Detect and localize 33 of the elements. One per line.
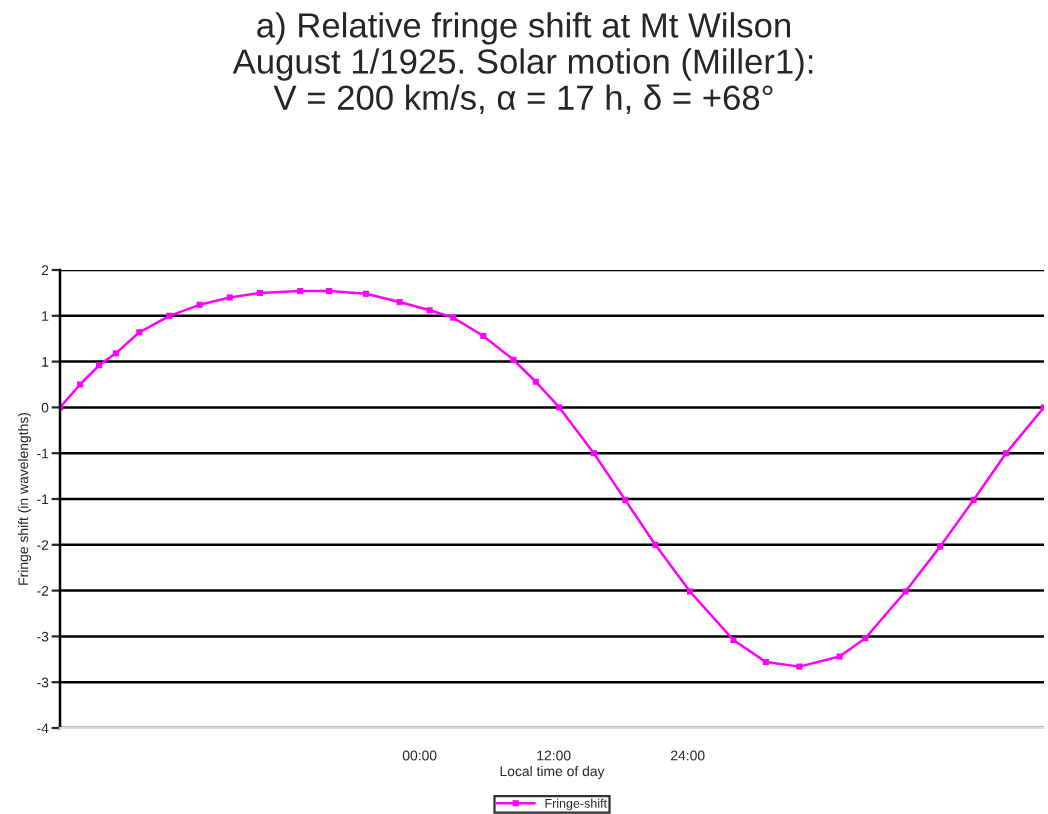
point — [166, 312, 173, 319]
point — [297, 288, 304, 295]
point — [796, 663, 803, 670]
chart-title: a) Relative fringe shift at Mt Wilson August 1/1925. Solar motion (Miller1): V = 200 km/s, α = 17 h, δ = +68° — [232, 12, 813, 115]
point — [480, 332, 487, 340]
point — [622, 496, 629, 503]
point — [326, 288, 333, 295]
point — [396, 299, 403, 306]
point — [937, 543, 944, 550]
point — [556, 404, 563, 411]
point — [532, 378, 539, 385]
point — [96, 362, 103, 369]
point — [902, 588, 909, 595]
point — [730, 637, 737, 644]
point — [762, 658, 769, 666]
point — [256, 289, 263, 296]
point — [226, 294, 233, 301]
point — [686, 588, 693, 595]
point — [112, 350, 119, 357]
point — [196, 301, 203, 308]
point — [862, 635, 869, 642]
point — [836, 653, 843, 660]
point — [362, 290, 370, 297]
point — [1002, 450, 1010, 457]
point — [970, 496, 977, 503]
point — [77, 381, 84, 388]
point — [510, 356, 517, 363]
point — [136, 329, 143, 336]
point — [590, 450, 597, 457]
point — [450, 314, 457, 321]
point — [426, 307, 433, 314]
point — [652, 541, 659, 548]
line-series — [60, 288, 1044, 670]
